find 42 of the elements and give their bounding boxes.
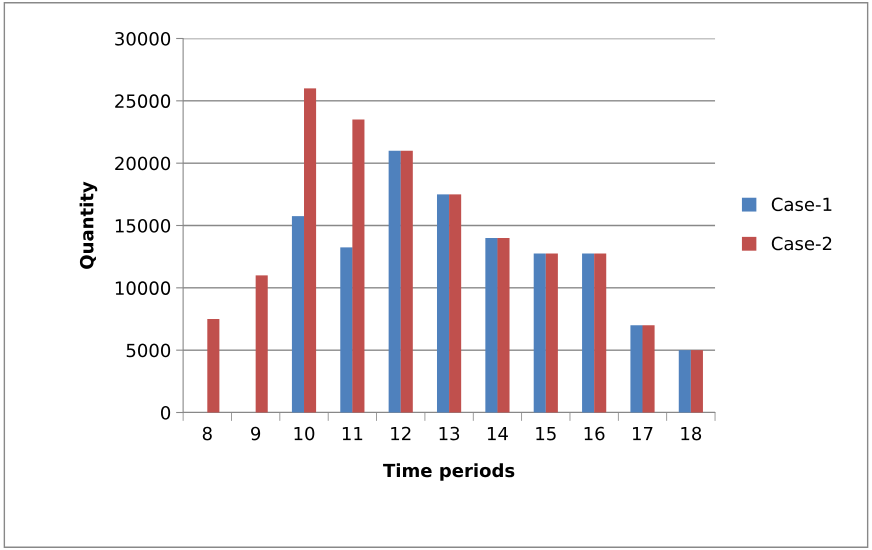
x-axis-title: Time periods xyxy=(383,463,514,481)
bar xyxy=(690,350,703,412)
y-tick-label: 25000 xyxy=(115,94,170,108)
bar xyxy=(678,350,691,412)
bar xyxy=(642,325,655,412)
y-tick-label: 15000 xyxy=(116,218,170,233)
bar xyxy=(449,194,462,412)
bar xyxy=(207,319,220,412)
bar xyxy=(594,254,606,412)
x-tick-label: 13 xyxy=(440,426,460,440)
legend-label: Case-1 xyxy=(772,198,832,212)
x-tick-label: 8 xyxy=(202,426,212,440)
x-tick-label: 9 xyxy=(251,426,260,440)
bar xyxy=(304,88,316,412)
x-tick-label: 17 xyxy=(633,426,652,440)
bar xyxy=(546,254,558,412)
y-tick-label: 5000 xyxy=(126,344,170,358)
y-tick-label: 10000 xyxy=(116,281,170,295)
y-axis-title: Quantity xyxy=(80,182,98,269)
bar xyxy=(534,254,546,412)
x-tick-label: 14 xyxy=(488,426,508,440)
bar xyxy=(436,194,450,412)
y-tick-label: 0 xyxy=(161,406,170,420)
x-tick-label: 18 xyxy=(681,426,702,440)
bar xyxy=(485,238,498,412)
bar xyxy=(340,247,352,412)
x-tick-label: 12 xyxy=(391,426,410,440)
x-tick-label: 10 xyxy=(294,426,314,440)
legend-label: Case-2 xyxy=(772,236,832,250)
bar xyxy=(582,254,594,412)
bar xyxy=(256,275,268,412)
bar xyxy=(388,150,401,412)
bar xyxy=(352,120,364,412)
x-tick-label: 11 xyxy=(342,426,362,440)
bar xyxy=(497,238,510,412)
bar xyxy=(400,150,413,412)
x-tick-label: 15 xyxy=(536,426,556,440)
bar xyxy=(630,325,643,412)
y-tick-label: 30000 xyxy=(115,32,170,46)
x-tick-label: 16 xyxy=(584,426,604,440)
y-tick-label: 20000 xyxy=(115,156,170,170)
bar xyxy=(292,216,304,412)
